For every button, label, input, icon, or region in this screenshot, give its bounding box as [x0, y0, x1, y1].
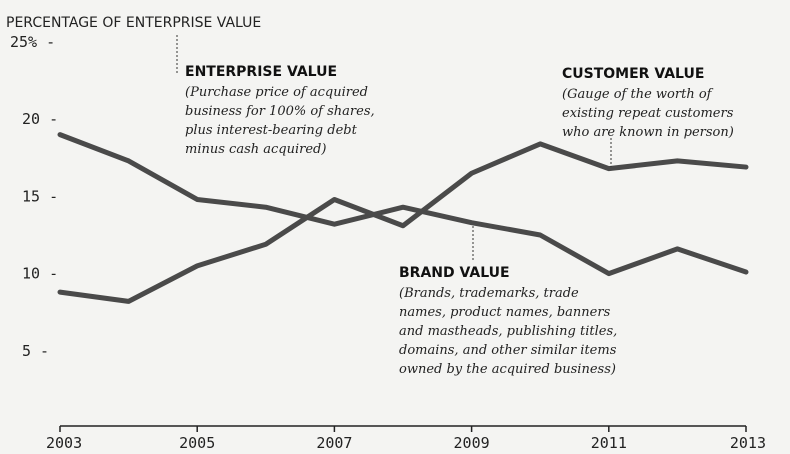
x-tick-label: 2013	[730, 434, 766, 452]
y-axis-ticks: 25% - 20 - 15 - 10 - 5 -	[10, 33, 58, 360]
x-tick-label: 2009	[454, 434, 490, 452]
enterprise-annotation-line: plus interest-bearing debt	[185, 123, 358, 138]
y-tick-label: 5 -	[22, 342, 49, 360]
customer-annotation-title: CUSTOMER VALUE	[562, 66, 704, 82]
enterprise-annotation-line: minus cash acquired)	[185, 142, 326, 157]
brand-annotation-line: names, product names, banners	[399, 305, 611, 320]
series-line-brand-value	[57, 132, 749, 277]
enterprise-annotation-title: ENTERPRISE VALUE	[185, 64, 337, 80]
customer-annotation-line: who are known in person)	[562, 125, 734, 140]
enterprise-annotation-line: (Purchase price of acquired	[185, 85, 368, 100]
x-axis-ticks: 2003 2005 2007 2009 2011 2013	[46, 426, 766, 452]
x-tick-label: 2003	[46, 434, 82, 452]
y-tick-label: 15 -	[22, 187, 58, 205]
annotations: ENTERPRISE VALUE (Purchase price of acqui…	[185, 64, 734, 377]
y-tick-label: 25% -	[10, 33, 55, 51]
brand-annotation-title: BRAND VALUE	[399, 265, 510, 281]
series-line-customer-value	[57, 141, 749, 304]
customer-annotation-line: existing repeat customers	[562, 106, 734, 121]
brand-annotation-line: domains, and other similar items	[399, 343, 617, 358]
x-tick-label: 2007	[316, 434, 352, 452]
y-tick-label: 10 -	[22, 265, 58, 283]
series-lines	[57, 132, 749, 304]
brand-annotation-line: (Brands, trademarks, trade	[399, 286, 579, 301]
x-tick-label: 2005	[179, 434, 215, 452]
enterprise-annotation-line: business for 100% of shares,	[185, 104, 375, 119]
brand-annotation-line: and mastheads, publishing titles,	[399, 324, 617, 339]
brand-annotation-line: owned by the acquired business)	[399, 362, 616, 377]
y-tick-label: 20 -	[22, 110, 58, 128]
customer-annotation-line: (Gauge of the worth of	[562, 87, 714, 102]
y-axis-label: PERCENTAGE OF ENTERPRISE VALUE	[6, 15, 261, 31]
x-tick-label: 2011	[591, 434, 627, 452]
